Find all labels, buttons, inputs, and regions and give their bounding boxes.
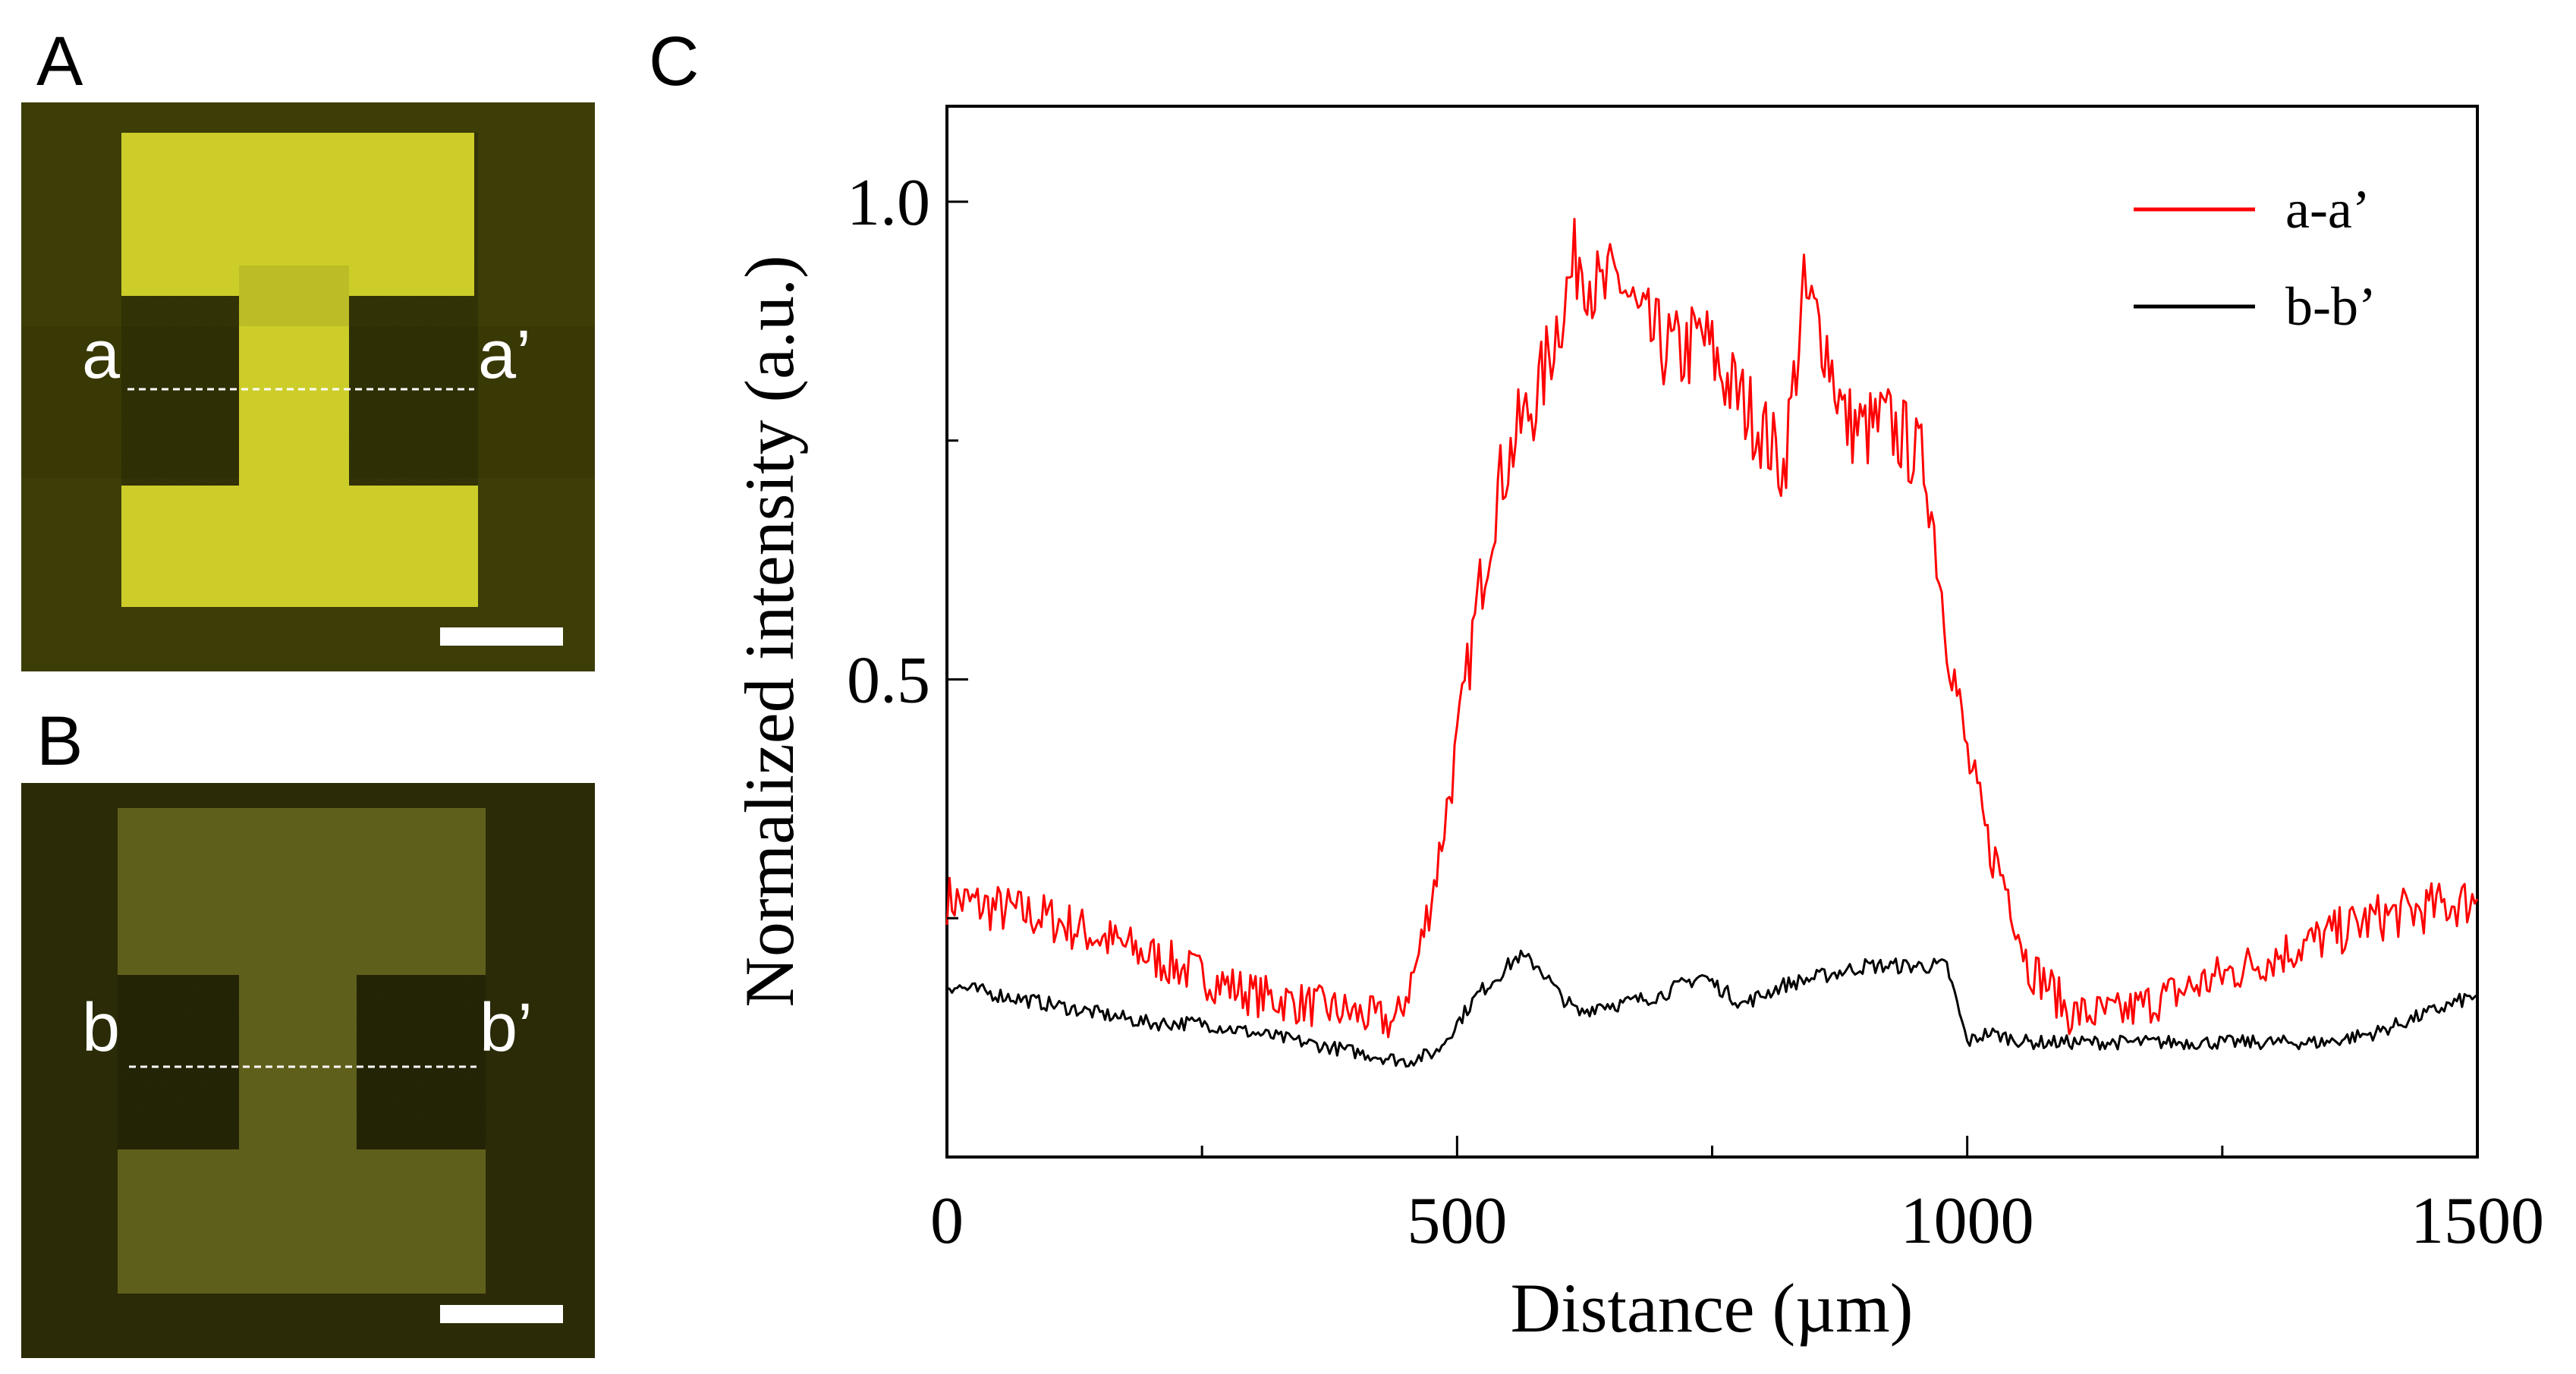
legend-label-bb: b-b’ (2285, 276, 2376, 337)
panel-c-letter: C (649, 23, 699, 100)
micrograph-a-channel-dark-band (239, 266, 349, 326)
x-tick-label-1000: 1000 (1901, 1184, 2034, 1258)
x-axis-title: Distance (µm) (1511, 1269, 1914, 1347)
panel-b-letter: B (36, 703, 83, 780)
series-line-aa (945, 218, 2479, 1039)
panel-a-letter: A (36, 23, 83, 100)
series-line-bb (946, 949, 2478, 1068)
micrograph-a: a a’ (21, 102, 595, 671)
y-tick-label-1: 1.0 (847, 166, 930, 240)
x-tick-label-0: 0 (930, 1184, 964, 1258)
profile-chart: 0 500 1000 1500 0.5 1.0 Distance (µm) Normali… (731, 105, 2544, 1347)
micrograph-a-i-shape (121, 133, 478, 607)
label-b-prime: b’ (480, 990, 533, 1066)
scale-bar-a (440, 627, 563, 646)
x-tick-label-500: 500 (1407, 1184, 1507, 1258)
label-b: b (82, 990, 120, 1066)
micrograph-b-i-shape (118, 808, 486, 1294)
legend-label-aa: a-a’ (2285, 179, 2370, 240)
y-axis-title: Normalized intensity (a.u.) (731, 255, 808, 1007)
legend: a-a’ b-b’ (2134, 179, 2376, 337)
scale-bar-b (440, 1305, 563, 1323)
label-a-prime: a’ (478, 317, 531, 393)
label-a: a (82, 317, 121, 393)
plot-frame (945, 105, 2479, 1159)
y-tick-label-0.5: 0.5 (847, 643, 930, 717)
micrograph-b: b b’ (21, 783, 595, 1358)
x-tick-label-1500: 1500 (2411, 1184, 2544, 1258)
